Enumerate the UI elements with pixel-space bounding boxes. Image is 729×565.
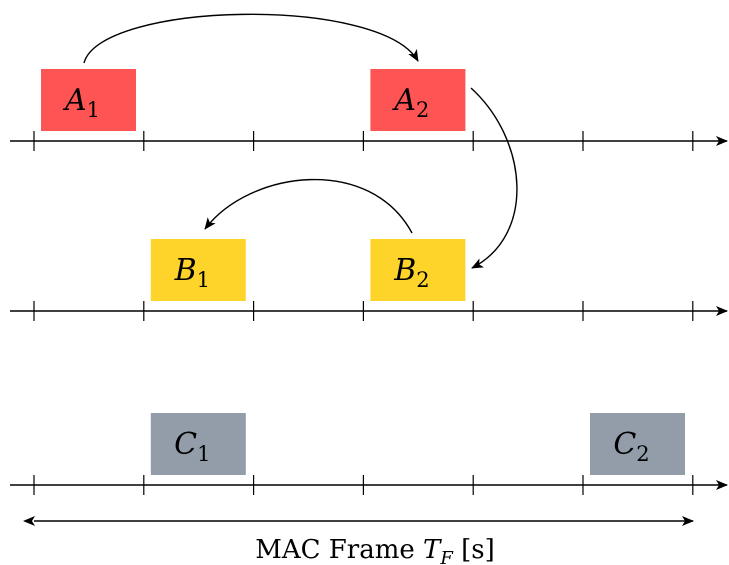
slot-box-b2 [370,239,466,301]
slot-box-c2 [590,413,685,475]
slot-label-b1: B1 [174,253,210,292]
slot-box-a2 [370,69,466,131]
flow-arrows [83,13,518,269]
slot-box-c1 [150,413,246,475]
arrow-a2-to-b2 [470,87,518,269]
row-c: C1 C2 [10,413,728,495]
caption-variable: T [423,535,442,565]
timeline-rows: A1 A2 B1 B2 C1 C2 [10,69,728,495]
slot-label-a1: A1 [62,83,100,122]
slot-box-a1 [41,69,136,131]
frame-caption: MAC Frame TF [s] [255,535,495,565]
caption-prefix: MAC Frame [255,535,423,565]
arrow-b2-to-b1 [204,178,413,234]
arrow-a1-to-a2 [83,13,419,64]
row-b: B1 B2 [10,239,728,321]
slot-label-b2: B2 [393,253,429,292]
slot-label-a2: A2 [391,83,429,122]
caption-suffix: [s] [453,535,495,565]
slot-label-c2: C2 [613,427,649,466]
slot-label-c1: C1 [174,427,210,466]
caption-subscript: F [439,548,454,565]
slot-box-b1 [150,239,246,301]
row-a: A1 A2 [10,69,728,151]
